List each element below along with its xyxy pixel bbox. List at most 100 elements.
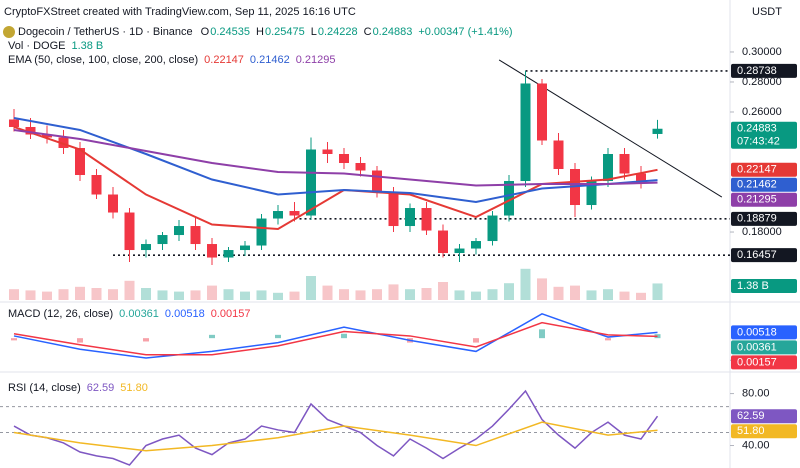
volume-bar xyxy=(636,292,646,300)
level-label: 0.18879 xyxy=(737,213,777,225)
indicator-line xyxy=(13,421,658,452)
candle-body xyxy=(306,149,316,216)
candle-body xyxy=(322,149,333,154)
volume-bar xyxy=(586,290,597,300)
volume-bar xyxy=(240,291,250,300)
histogram-bar xyxy=(77,338,83,343)
volume-bar xyxy=(355,290,366,300)
candle-body xyxy=(421,208,432,231)
candle-body xyxy=(240,245,250,251)
candle-body xyxy=(91,175,102,195)
candle-body xyxy=(25,126,36,135)
ohlc-label: H xyxy=(256,26,264,38)
volume-bar xyxy=(256,290,267,300)
ohlc-value: 0.24883 xyxy=(373,26,413,38)
indicator-line xyxy=(13,321,658,356)
volume-bar xyxy=(537,278,547,300)
y-tick-label: 0.28000 xyxy=(742,76,782,88)
candle-body xyxy=(504,181,514,216)
candle-body xyxy=(520,83,531,182)
ema-tag-box xyxy=(731,192,797,207)
volume-bar xyxy=(306,276,316,300)
volume-bar xyxy=(190,290,201,300)
y-tick-label: 0.18000 xyxy=(742,226,782,238)
candle-body xyxy=(438,230,448,254)
candle-body xyxy=(454,248,465,254)
level-label: 0.28738 xyxy=(737,65,777,77)
indicator-value: 0.00518 xyxy=(165,308,205,320)
candle-body xyxy=(586,181,597,206)
candle-body xyxy=(636,173,646,183)
volume-bar xyxy=(273,292,283,300)
ohlc-label: C xyxy=(364,26,372,38)
indicator-line xyxy=(13,389,659,466)
volume-bar xyxy=(487,289,498,300)
volume-bar xyxy=(207,285,217,300)
candle-body xyxy=(372,170,382,192)
volume-bar xyxy=(372,289,382,300)
price-tag: 0.24883 xyxy=(737,123,777,135)
histogram-bar xyxy=(605,338,611,341)
volume-bar xyxy=(603,289,613,300)
indicator-tag-box xyxy=(731,409,797,424)
indicator-tag-box xyxy=(731,325,797,340)
volume-bar xyxy=(58,289,69,300)
ema-tag: 0.21295 xyxy=(737,194,777,206)
histogram-bar xyxy=(11,338,17,341)
indicator-value: 62.59 xyxy=(87,382,115,394)
candle-body xyxy=(190,226,201,245)
indicator-value: 0.00157 xyxy=(211,308,251,320)
candle-body xyxy=(405,208,415,227)
indicator-tag: 62.59 xyxy=(737,410,765,422)
histogram-bar xyxy=(143,338,149,342)
indicator-tag: 0.00518 xyxy=(737,326,777,338)
histogram-bar xyxy=(539,329,545,339)
y-tick-label: 0.30000 xyxy=(742,46,782,58)
ema-value: 0.22147 xyxy=(204,54,244,66)
y-tick-label: 0.26000 xyxy=(742,106,782,118)
volume-tag: 1.38 B xyxy=(737,280,769,292)
volume-bar xyxy=(405,289,415,300)
ohlc-value: 0.24228 xyxy=(318,26,358,38)
candle-body xyxy=(289,211,300,216)
level-label-box xyxy=(731,211,797,226)
volume-title: Vol · DOGE xyxy=(8,40,65,52)
indicator-tag-box xyxy=(731,340,797,355)
countdown: 07:43:42 xyxy=(737,136,780,148)
volume-bar xyxy=(91,288,102,300)
symbol-title: Dogecoin / TetherUS · 1D · Binance xyxy=(18,26,193,38)
volume-bar xyxy=(174,291,184,300)
candle-body xyxy=(339,154,349,164)
volume-bar xyxy=(570,285,580,300)
pane-title: MACD (12, 26, close) xyxy=(8,308,113,320)
volume-bar xyxy=(438,282,448,300)
histogram-bar xyxy=(275,334,281,339)
candle-body xyxy=(652,128,663,134)
candle-body xyxy=(174,226,184,236)
volume-bar xyxy=(9,289,19,300)
main-layer: 0.30000 0.28000 0.26000 0.18000 0.28738 0.188… xyxy=(0,26,797,466)
candle-body xyxy=(273,211,283,219)
candle-body xyxy=(75,147,85,176)
candle-body xyxy=(207,244,217,258)
candle-body xyxy=(124,212,135,251)
ema-tag-box xyxy=(731,162,797,177)
indicator-tag-box xyxy=(731,355,797,370)
volume-bar xyxy=(520,268,531,300)
ema-tag: 0.22147 xyxy=(737,164,777,176)
candle-body xyxy=(58,137,69,148)
indicator-tag: 0.00361 xyxy=(737,341,777,353)
symbol-icon xyxy=(3,26,15,38)
level-label-box xyxy=(731,63,797,78)
ema-line xyxy=(13,129,658,187)
volume-bar xyxy=(421,288,432,300)
level-label-box xyxy=(731,248,797,263)
level-label: 0.16457 xyxy=(737,249,777,261)
volume-tag-box xyxy=(731,279,797,293)
volume-bar xyxy=(553,286,564,300)
volume-value: 1.38 B xyxy=(71,40,103,52)
candle-body xyxy=(141,244,151,251)
volume-bar xyxy=(454,290,465,300)
candle-body xyxy=(553,140,564,170)
